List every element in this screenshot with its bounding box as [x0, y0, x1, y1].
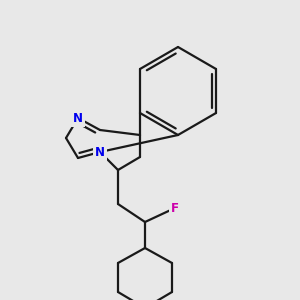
Text: N: N	[95, 146, 105, 158]
Text: N: N	[73, 112, 83, 124]
Text: F: F	[171, 202, 179, 214]
